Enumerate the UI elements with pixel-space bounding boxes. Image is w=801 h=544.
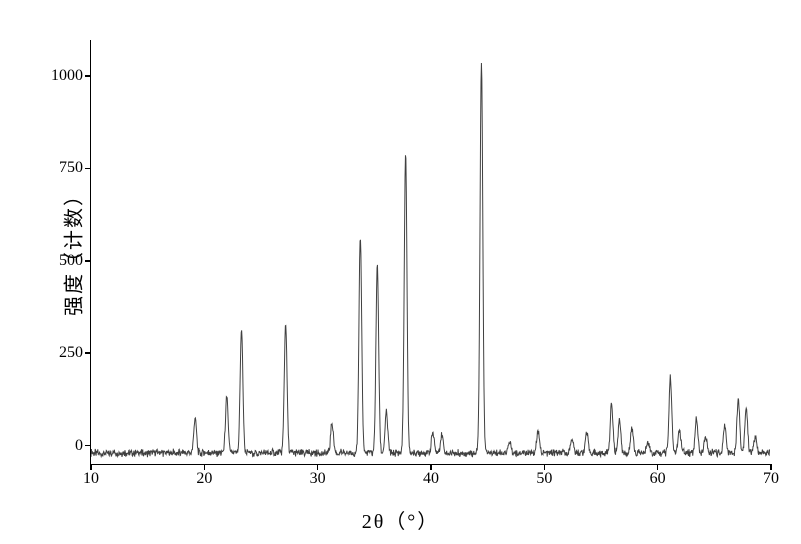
x-tick-mark [544,464,546,470]
xrd-chart: 强度（计数） 0250500750100010203040506070 2θ（°… [0,0,801,544]
x-axis-label: 2θ（°） [362,505,440,534]
x-tick-mark [317,464,319,470]
y-tick-mark [85,260,91,262]
x-tick-mark [657,464,659,470]
x-tick-mark [430,464,432,470]
spectrum-path [91,63,770,457]
y-tick-mark [85,445,91,447]
y-axis-label: 强度（计数） [58,184,87,316]
x-tick-mark [204,464,206,470]
plot-area: 0250500750100010203040506070 [90,40,770,465]
x-tick-mark [90,464,92,470]
spectrum-line [91,40,770,464]
y-tick-mark [85,168,91,170]
y-tick-mark [85,75,91,77]
x-tick-mark [770,464,772,470]
y-tick-mark [85,352,91,354]
